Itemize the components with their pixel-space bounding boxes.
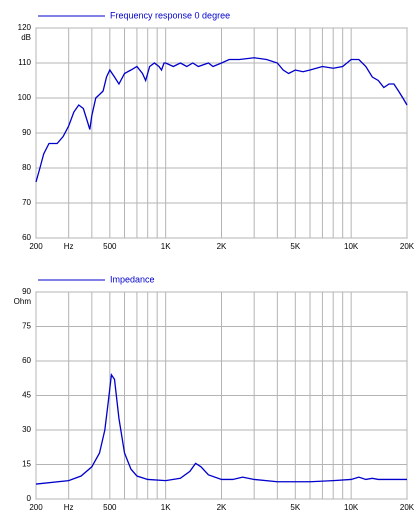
x-tick-label: Hz <box>64 242 74 251</box>
series-line <box>35 372 407 485</box>
y-tick-label: 0 <box>27 494 32 503</box>
x-tick-label: 500 <box>103 242 117 251</box>
x-tick-label: 10K <box>344 242 359 251</box>
x-tick-label: 10K <box>344 503 359 512</box>
y-tick-label: 100 <box>18 93 32 102</box>
legend-label: Impedance <box>110 274 155 284</box>
x-tick-label: 2K <box>217 503 227 512</box>
x-tick-label: 1K <box>161 503 171 512</box>
y-tick-label: 70 <box>22 198 31 207</box>
x-tick-label: 500 <box>103 503 117 512</box>
x-tick-label: 2K <box>217 242 227 251</box>
legend-label: Frequency response 0 degree <box>110 10 230 20</box>
y-tick-label: 45 <box>22 391 31 400</box>
x-tick-label: 200 <box>29 503 43 512</box>
y-tick-label: 110 <box>18 58 31 67</box>
y-tick-label: 90 <box>22 287 31 296</box>
y-tick-label: 30 <box>22 425 31 434</box>
x-tick-label: 5K <box>290 242 300 251</box>
y-tick-label: 80 <box>22 163 31 172</box>
x-tick-label: Hz <box>64 503 74 512</box>
series-line <box>35 57 408 183</box>
x-tick-label: 20K <box>400 503 415 512</box>
y-tick-label: 60 <box>22 356 31 365</box>
y-tick-label: 15 <box>22 460 31 469</box>
y-tick-label: 75 <box>22 322 31 331</box>
x-tick-label: 20K <box>400 242 415 251</box>
x-tick-label: 200 <box>29 242 43 251</box>
y-unit: Ohm <box>14 297 32 306</box>
y-unit: dB <box>21 33 31 42</box>
y-tick-label: 120 <box>18 23 32 32</box>
y-tick-label: 60 <box>22 233 31 242</box>
x-tick-label: 5K <box>290 503 300 512</box>
y-tick-label: 90 <box>22 128 31 137</box>
x-tick-label: 1K <box>161 242 171 251</box>
